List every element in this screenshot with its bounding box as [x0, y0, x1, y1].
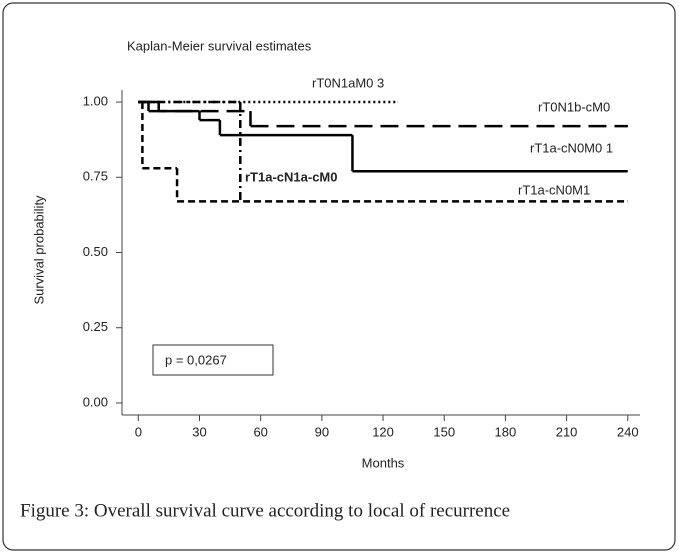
- y-tick-label: 1.00: [83, 93, 108, 108]
- x-tick-label: 240: [617, 424, 639, 439]
- y-tick-label: 0.50: [83, 244, 108, 259]
- x-tick-label: 90: [315, 424, 329, 439]
- y-tick-label: 0.75: [83, 169, 108, 184]
- caption: Figure 3: Overall survival curve accordi…: [20, 500, 510, 521]
- p-value: p = 0,0267: [165, 352, 227, 367]
- chart-title: Kaplan-Meier survival estimates: [127, 38, 312, 53]
- series-label: rT1a-cN1a-cM0: [245, 169, 338, 184]
- p-value-box: [152, 344, 274, 376]
- series-label: rT0N1aM0 3: [312, 75, 384, 90]
- x-tick-label: 60: [253, 424, 267, 439]
- y-tick-label: 0.00: [83, 394, 108, 409]
- x-tick-label: 150: [433, 424, 455, 439]
- series-label: rT0N1b-cM0: [538, 99, 610, 114]
- y-axis-label: Survival probability: [31, 195, 46, 305]
- series-label: rT1a-cN0M1: [518, 182, 590, 197]
- x-tick-label: 120: [372, 424, 394, 439]
- y-tick-label: 0.25: [83, 319, 108, 334]
- series-label: rT1a-cN0M0 1: [530, 140, 613, 155]
- x-tick-label: 30: [192, 424, 206, 439]
- x-tick-label: 210: [556, 424, 578, 439]
- x-tick-label: 180: [495, 424, 517, 439]
- x-tick-label: 0: [135, 424, 142, 439]
- x-axis-label: Months: [362, 455, 405, 470]
